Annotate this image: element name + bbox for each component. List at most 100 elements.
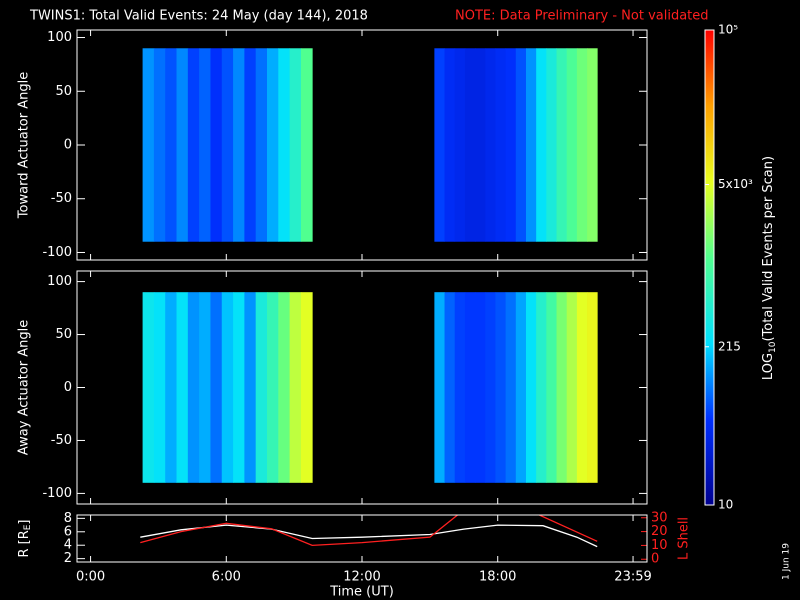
heatmap-cell bbox=[576, 48, 588, 242]
heatmap-cell bbox=[153, 48, 166, 242]
y-tick-label: 0 bbox=[64, 138, 72, 153]
heatmap-cell bbox=[444, 292, 456, 483]
heatmap-cell bbox=[536, 292, 547, 483]
heatmap-cell bbox=[187, 292, 200, 483]
y-tick-label: -50 bbox=[51, 433, 72, 448]
y-tick-label: 2 bbox=[64, 551, 72, 566]
heatmap-cell bbox=[475, 48, 486, 242]
colorbar-tick-label: 215 bbox=[718, 339, 741, 353]
y-axis-label: Toward Actuator Angle bbox=[17, 72, 32, 219]
heatmap-cell bbox=[495, 48, 507, 242]
colorbar-label-part: (Total Valid Events per Scan) bbox=[761, 156, 776, 342]
x-tick-label: 18:00 bbox=[479, 570, 516, 585]
heatmap-cell bbox=[546, 292, 557, 483]
y-axis-label: R [RE] bbox=[17, 519, 33, 557]
heatmap-cell bbox=[556, 292, 568, 483]
heatmap-cell bbox=[255, 292, 268, 483]
heatmap-cell bbox=[495, 292, 507, 483]
heatmap-cell bbox=[556, 48, 568, 242]
heatmap-cell bbox=[566, 292, 578, 483]
heatmap-cell bbox=[142, 292, 155, 483]
colorbar-tick-label: 5x10³ bbox=[718, 177, 753, 191]
heatmap-cell bbox=[255, 48, 268, 242]
heatmap-cell bbox=[278, 292, 291, 483]
heatmap-cell bbox=[464, 292, 476, 483]
heatmap-cell bbox=[221, 292, 234, 483]
lines bbox=[140, 515, 598, 548]
heatmap-cell bbox=[244, 292, 257, 483]
y-tick-label: 0 bbox=[64, 380, 72, 395]
y-tick-label: 100 bbox=[47, 30, 72, 45]
heatmap-cell bbox=[187, 48, 200, 242]
x-tick-label: 12:00 bbox=[343, 570, 380, 585]
heatmap-cell bbox=[165, 292, 177, 483]
series-line bbox=[140, 524, 598, 548]
y-tick-label: 6 bbox=[64, 524, 72, 539]
heatmap-cell bbox=[525, 48, 537, 242]
heatmap-cell bbox=[267, 292, 279, 483]
heatmap-cell bbox=[525, 292, 537, 483]
heatmap-cell bbox=[233, 48, 245, 242]
heatmap-cell bbox=[434, 292, 445, 483]
heatmap-cell bbox=[454, 48, 466, 242]
heatmap-cell bbox=[267, 48, 279, 242]
y-axis-label-part: E bbox=[23, 524, 33, 530]
heatmap-cell bbox=[587, 292, 598, 483]
heatmap-cell bbox=[142, 48, 155, 242]
heatmap-cell bbox=[485, 48, 496, 242]
heatmap-cell bbox=[300, 48, 313, 242]
series-line bbox=[140, 515, 598, 547]
heatmap-cell bbox=[221, 48, 234, 242]
heatmap-cell bbox=[576, 292, 588, 483]
heatmap-cell bbox=[454, 292, 466, 483]
y-axis-label: Away Actuator Angle bbox=[17, 320, 32, 455]
colorbar-bar bbox=[704, 29, 715, 506]
x-tick-label: 23:59 bbox=[614, 570, 651, 585]
heatmap-panel: Toward Actuator Angle -100 -50 0 50 100 bbox=[17, 29, 648, 261]
heatmap-cell bbox=[278, 48, 291, 242]
y2-tick-label: 10 bbox=[651, 538, 668, 553]
y-tick-label: -100 bbox=[42, 486, 72, 501]
heatmap-cell bbox=[233, 292, 245, 483]
y2-axis-label: L Shell bbox=[677, 517, 692, 560]
y2-tick-label: 20 bbox=[651, 524, 668, 539]
heatmap-cell bbox=[536, 48, 547, 242]
heatmap-cell bbox=[515, 48, 527, 242]
heatmap-cell bbox=[210, 292, 223, 483]
y-tick-label: -50 bbox=[51, 191, 72, 206]
colorbar-label-part: LOG bbox=[761, 353, 776, 380]
colorbar-tick-label: 10 bbox=[718, 498, 733, 512]
y2-tick-label: 30 bbox=[651, 510, 668, 525]
heatmap-cell bbox=[464, 48, 476, 242]
heatmap-cell bbox=[289, 48, 302, 242]
heatmap-cell bbox=[505, 48, 517, 242]
heatmap-cell bbox=[199, 48, 211, 242]
y-tick-label: -100 bbox=[42, 245, 72, 260]
x-tick-label: 0:00 bbox=[76, 570, 105, 585]
y-tick-label: 50 bbox=[55, 84, 72, 99]
heatmap-cell bbox=[199, 292, 211, 483]
heatmap-cell bbox=[434, 48, 445, 242]
colorbar-label-sub: 10 bbox=[768, 341, 778, 353]
heatmap-cell bbox=[210, 48, 223, 242]
heatmap-cell bbox=[176, 292, 189, 483]
title: TWINS1: Total Valid Events: 24 May (day … bbox=[29, 9, 368, 24]
heatmap-cell bbox=[153, 292, 166, 483]
heatmap-cell bbox=[515, 292, 527, 483]
y-axis-label-part: ] bbox=[17, 519, 32, 524]
heatmap-cell bbox=[244, 48, 257, 242]
y-tick-label: 8 bbox=[64, 511, 72, 526]
note: NOTE: Data Preliminary - Not validated bbox=[455, 9, 709, 24]
heatmap-panel: Away Actuator Angle -100 -50 0 50 100 bbox=[17, 270, 648, 505]
heatmap-cell bbox=[485, 292, 496, 483]
heatmap-cell bbox=[176, 48, 189, 242]
heatmap-cell bbox=[289, 292, 302, 483]
heatmap-cell bbox=[505, 292, 517, 483]
heatmap-cell bbox=[165, 48, 177, 242]
heatmap-cell bbox=[566, 48, 578, 242]
heatmap-cell bbox=[300, 292, 313, 483]
y-tick-label: 4 bbox=[64, 538, 72, 553]
stamp: 1 Jun 19 bbox=[782, 543, 792, 580]
